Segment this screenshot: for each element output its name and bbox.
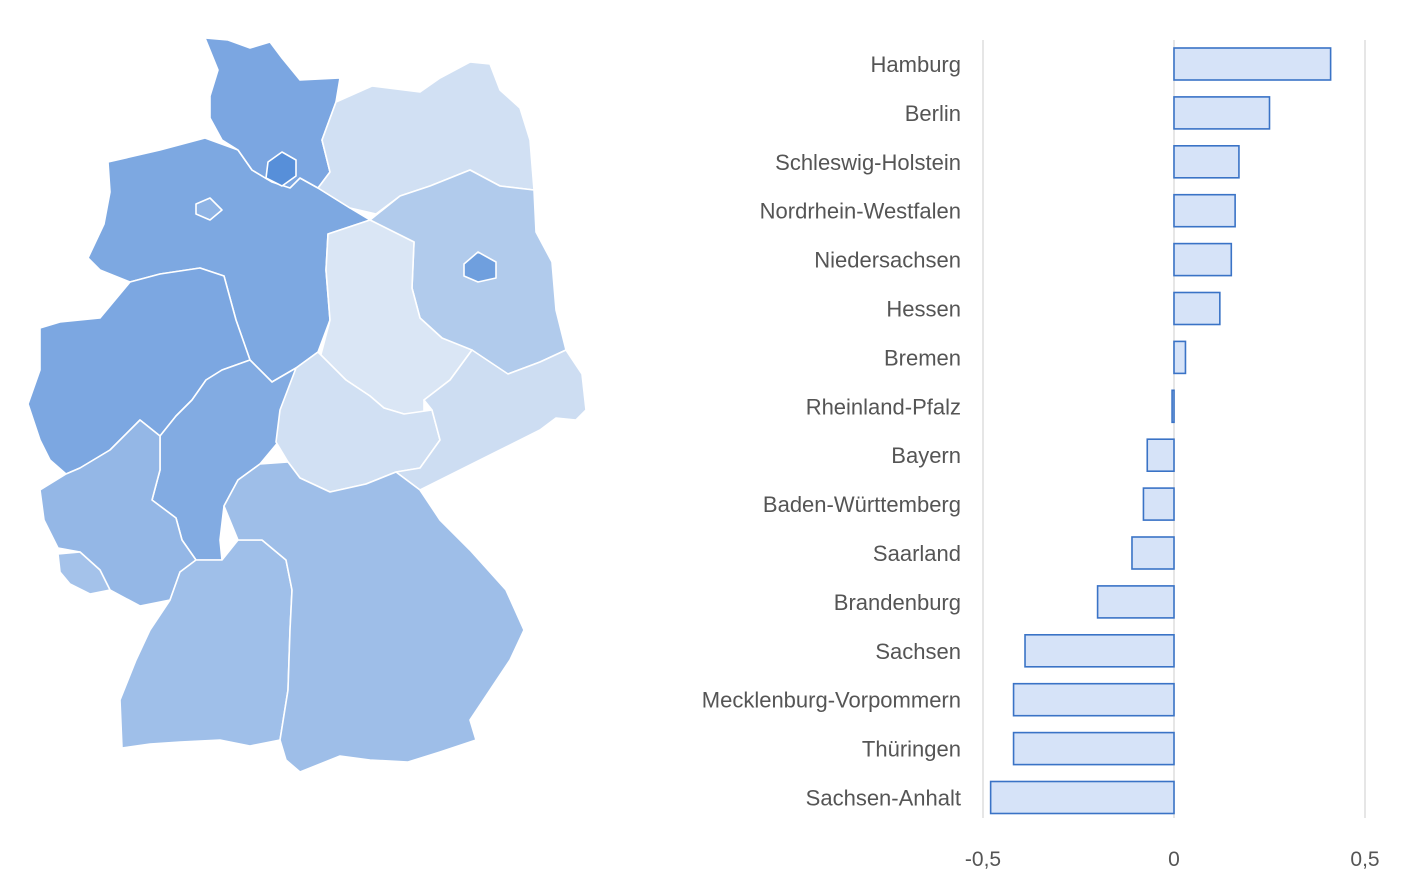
category-label: Rheinland-Pfalz (806, 394, 961, 419)
bar-chart-svg: -0,5 0 0,5 Hamburg Berlin Schleswig-Holstein N… (702, 40, 1380, 871)
bar-saarland (1131, 536, 1175, 570)
bar-baden-wuerttemberg (1142, 487, 1175, 521)
bar-niedersachsen (1173, 242, 1233, 277)
category-label: Thüringen (862, 737, 961, 762)
category-label: Sachsen (875, 639, 961, 664)
category-label: Baden-Württemberg (763, 492, 961, 517)
bar-nordrhein-westfalen (1173, 193, 1236, 228)
category-label: Berlin (905, 101, 961, 126)
bar-rheinland-pfalz (1171, 389, 1175, 424)
x-tick-label: -0,5 (965, 848, 1001, 871)
map-region-bremen (195, 197, 223, 221)
category-label: Nordrhein-Westfalen (760, 199, 961, 224)
map-region-berlin (463, 251, 497, 283)
bar-schleswig-holstein (1173, 145, 1240, 179)
category-label: Saarland (873, 541, 961, 566)
map-region-bayern (223, 461, 525, 773)
category-label: Bayern (891, 443, 961, 468)
bar-bremen (1173, 340, 1187, 375)
germany-map (0, 0, 640, 878)
map-region-sachsen-anhalt (319, 219, 473, 421)
map-region-saarland (57, 551, 111, 595)
bar-mecklenburg-vorpommern (1012, 682, 1175, 717)
category-label: Schleswig-Holstein (775, 150, 961, 175)
map-region-hamburg (265, 151, 297, 187)
map-region-sachsen (395, 349, 587, 491)
bar-chart: -0,5 0 0,5 Hamburg Berlin Schleswig-Holstein N… (640, 0, 1406, 878)
bar-hessen (1173, 291, 1221, 326)
category-label: Hessen (886, 297, 961, 322)
category-label: Mecklenburg-Vorpommern (702, 688, 961, 713)
bar-bayern (1146, 438, 1175, 473)
category-label: Bremen (884, 345, 961, 370)
bar-thueringen (1012, 731, 1175, 766)
map-svg (27, 37, 587, 773)
x-tick-label: 0 (1168, 848, 1180, 871)
category-label: Brandenburg (834, 590, 961, 615)
category-label: Niedersachsen (814, 248, 961, 273)
x-tick-label: 0,5 (1350, 848, 1379, 871)
category-label: Hamburg (871, 52, 961, 77)
bar-sachsen-anhalt (989, 780, 1175, 815)
bar-brandenburg (1096, 585, 1175, 619)
category-label: Sachsen-Anhalt (806, 786, 961, 811)
bar-hamburg (1173, 47, 1332, 81)
bar-sachsen (1024, 633, 1175, 668)
bar-berlin (1173, 96, 1271, 130)
